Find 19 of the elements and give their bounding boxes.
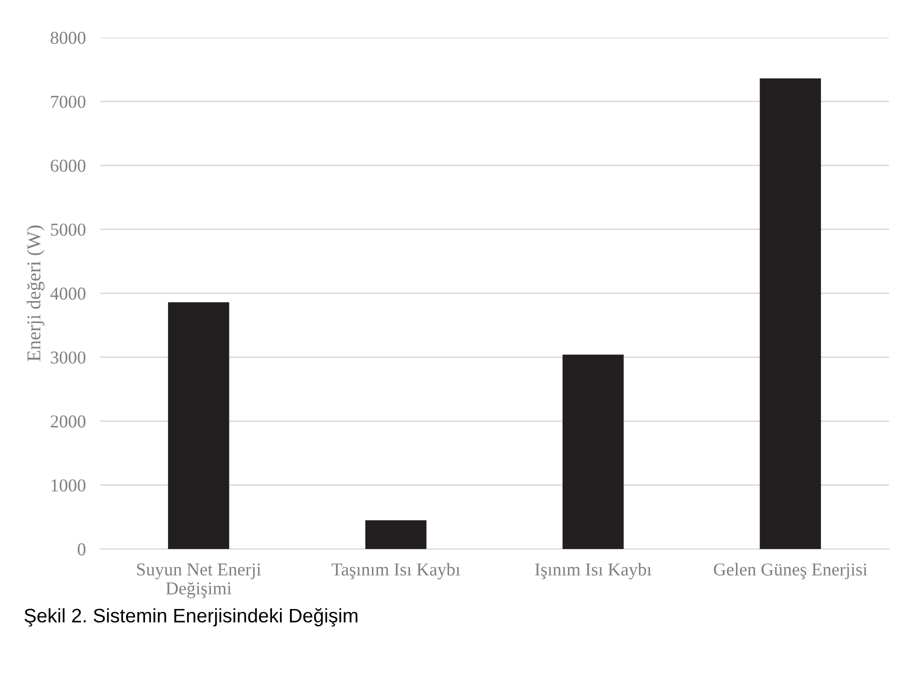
y-tick-label: 2000 — [50, 415, 86, 428]
bar — [760, 78, 821, 550]
bar — [365, 520, 426, 550]
x-tick-label: Taşınım Isı Kaybı — [332, 562, 460, 580]
text: Şekil 2. Sistemin Enerjisindeki Değişim — [24, 608, 358, 626]
y-tick-label: 3000 — [50, 351, 86, 364]
bar — [168, 302, 230, 550]
x-tick-label: Işınım Isı Kaybı — [535, 562, 652, 580]
y-tick-label: 0 — [78, 543, 86, 556]
y-tick-label: 6000 — [50, 160, 86, 172]
y-tick-label: 7000 — [51, 96, 86, 108]
x-tick-label: Gelen Güneş Enerjisi — [714, 562, 868, 580]
y-axis-title: Enerji değeri (W) — [26, 226, 44, 362]
bar — [562, 354, 624, 550]
y-tick-label: 8000 — [50, 32, 86, 44]
y-tick-label: 5000 — [51, 224, 86, 236]
y-tick-label: 4000 — [50, 288, 86, 300]
y-tick-label: 1000 — [52, 479, 86, 492]
x-tick-label: Suyun Net Enerji Değişimi — [137, 563, 261, 598]
